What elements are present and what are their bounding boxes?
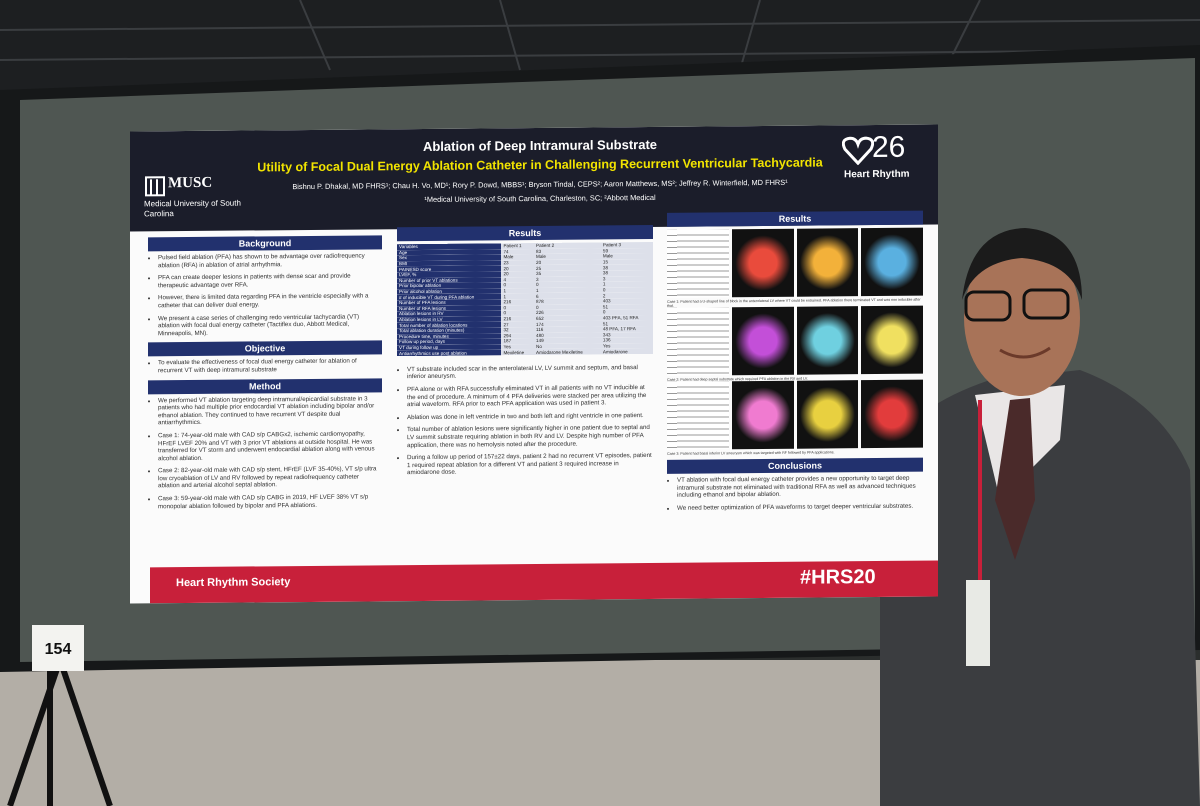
bullet-list: VT ablation with focal dual energy cathe… xyxy=(667,475,923,513)
authors: Bishnu P. Dhakal, MD FHRS¹; Chau H. Vo, … xyxy=(292,177,788,192)
bullet: Case 3: 59-year-old male with CAD s/p CA… xyxy=(158,493,382,510)
board-number: 154 xyxy=(45,641,72,658)
map-image xyxy=(796,380,859,449)
right-column: Results Case 1: Patient had a U-shaped l… xyxy=(667,207,924,518)
affiliation: ¹Medical University of South Carolina, C… xyxy=(424,192,656,204)
bullet: PFA can create deeper lesions in patient… xyxy=(158,273,382,290)
map-image xyxy=(796,306,859,375)
meeting-number: 26 xyxy=(872,130,906,165)
bullet: VT ablation with focal dual energy cathe… xyxy=(677,475,923,500)
table-cell: Mexiletine xyxy=(501,349,535,356)
easel xyxy=(7,659,113,806)
map-image xyxy=(861,379,924,449)
bullet: We need better optimization of PFA wavef… xyxy=(677,502,923,512)
section-heading: Method xyxy=(148,377,382,394)
map-image xyxy=(732,380,794,450)
figure-row xyxy=(667,227,924,298)
section-heading: Results xyxy=(397,224,653,242)
ecg-tracing xyxy=(667,381,729,450)
meeting-name: Heart Rhythm xyxy=(844,168,910,181)
bullet: Case 2: 82-year-old male with CAD s/p st… xyxy=(158,466,382,491)
institution-name: Medical University of South Carolina xyxy=(144,198,241,219)
poster-title: Ablation of Deep Intramural Substrate xyxy=(422,136,658,154)
bullet-list: Pulsed field ablation (PFA) has shown to… xyxy=(148,252,382,337)
ecg-tracing xyxy=(667,307,729,376)
poster-subtitle: Utility of Focal Dual Energy Ablation Ca… xyxy=(257,155,823,175)
map-image xyxy=(796,228,859,297)
bullet-list: To evaluate the effectiveness of focal d… xyxy=(148,358,382,375)
bullet: VT substrate included scar in the antero… xyxy=(407,364,653,381)
ceiling-truss xyxy=(0,0,1200,71)
middle-column: Results Variables Patient 1 Patient 2 Patie… xyxy=(397,221,653,482)
bullet: We present a case series of challenging … xyxy=(158,313,382,338)
table-cell: Amiodarone Mexiletine xyxy=(534,348,601,355)
society-name: Heart Rhythm Society xyxy=(176,576,291,590)
table-cell: Amiodarone xyxy=(600,348,653,355)
bullet: Total number of ablation lesions were si… xyxy=(407,424,653,449)
bullet: Pulsed field ablation (PFA) has shown to… xyxy=(158,252,382,269)
section-heading: Results xyxy=(667,210,923,227)
presenter xyxy=(880,228,1200,806)
musc-icon xyxy=(145,176,165,197)
ecg-tracing xyxy=(667,229,729,298)
map-image xyxy=(732,306,794,376)
hashtag: #HRS20 xyxy=(800,566,876,589)
poster: MUSC Medical University of South Carolin… xyxy=(130,124,938,604)
figure-row xyxy=(667,379,924,450)
poster-header: MUSC Medical University of South Carolin… xyxy=(130,124,938,232)
bullet: However, there is limited data regarding… xyxy=(158,293,382,310)
bullet: PFA alone or with RFA successfully elimi… xyxy=(407,384,653,409)
bullet: Ablation was done in left ventricle in t… xyxy=(407,412,653,422)
bullet-list: VT substrate included scar in the antero… xyxy=(397,364,653,477)
poster-footer: Heart Rhythm Society #HRS20 xyxy=(150,560,938,604)
table-cell: Antiarrhythmics use post ablation xyxy=(397,349,502,357)
figure-panel: Case 1: Patient had a U-shaped line of b… xyxy=(667,227,924,456)
institution-logo: MUSC xyxy=(168,174,213,192)
section-heading: Conclusions xyxy=(667,457,923,474)
section-heading: Background xyxy=(148,235,382,252)
heart-icon xyxy=(842,136,874,166)
bullet: Case 1: 74-year-old male with CAD s/p CA… xyxy=(158,430,382,462)
map-image xyxy=(861,227,924,297)
bullet: To evaluate the effectiveness of focal d… xyxy=(158,358,382,375)
figure-row xyxy=(667,305,924,376)
map-image xyxy=(861,305,924,375)
results-table: Variables Patient 1 Patient 2 Patient 3 Age 7… xyxy=(397,241,653,357)
map-image xyxy=(732,228,794,298)
bullet: We performed VT ablation targeting deep … xyxy=(158,395,382,427)
board-number-card xyxy=(32,625,84,671)
bullet: During a follow up period of 157±22 days… xyxy=(407,452,653,477)
left-column: Background Pulsed field ablation (PFA) h… xyxy=(148,231,382,515)
bullet-list: We performed VT ablation targeting deep … xyxy=(148,395,382,511)
figure-caption: Case 3: Patient had basal inferior LV an… xyxy=(667,450,835,456)
section-heading: Objective xyxy=(148,340,382,357)
